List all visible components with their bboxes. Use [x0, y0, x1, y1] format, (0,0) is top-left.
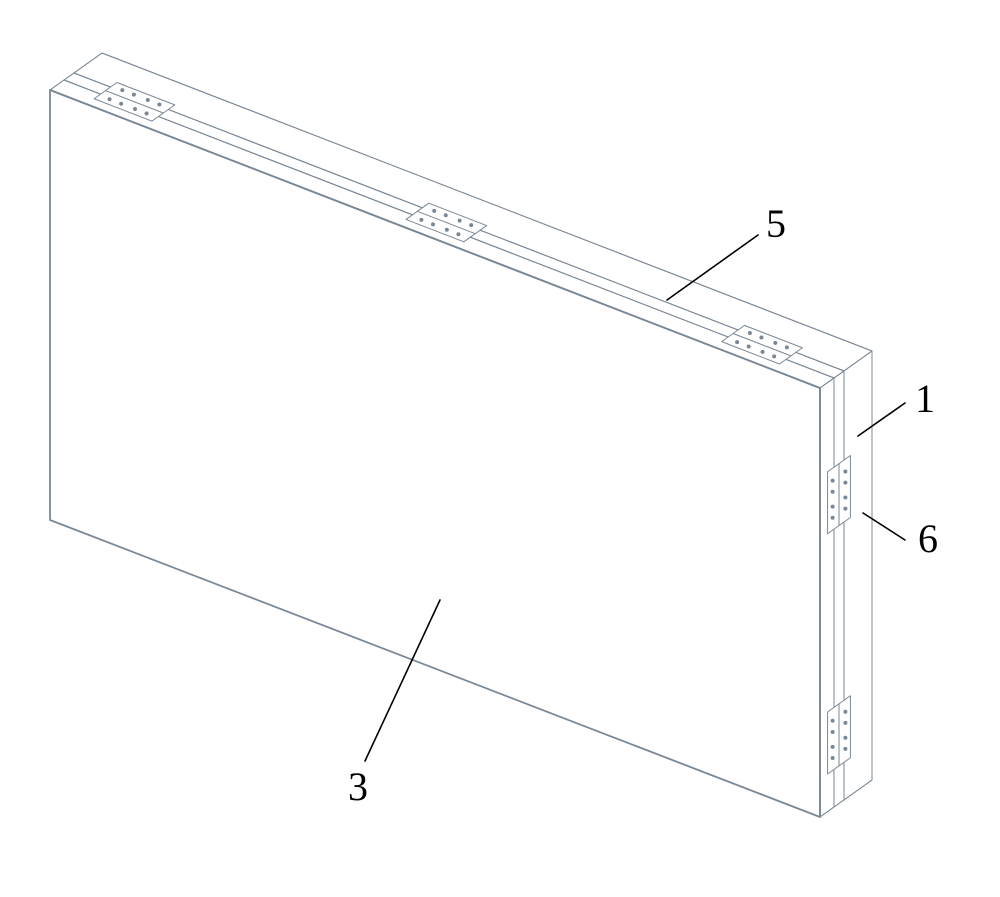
callout-label-1: 1	[915, 375, 935, 422]
callout-label-3: 3	[348, 763, 368, 810]
callout-label-5: 5	[766, 200, 786, 247]
callout-label-6: 6	[918, 515, 938, 562]
